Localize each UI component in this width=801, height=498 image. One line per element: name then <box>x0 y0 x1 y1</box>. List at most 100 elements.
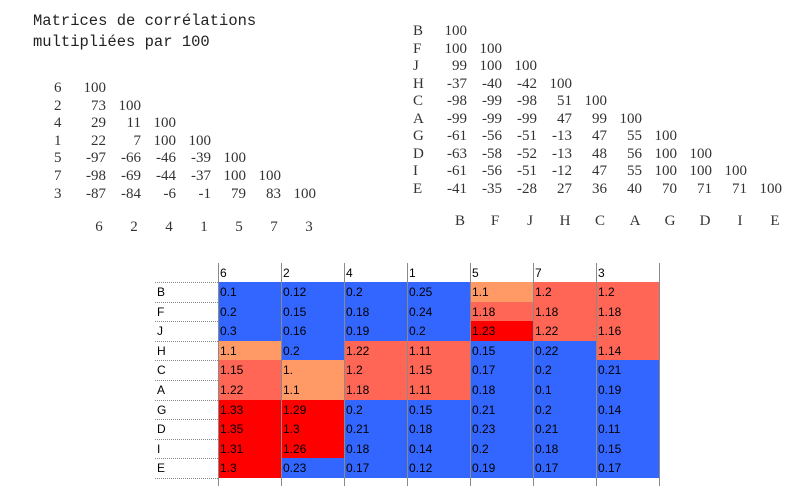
grid-cell[interactable]: 1.15 <box>407 360 470 380</box>
grid-column-header[interactable]: 4 <box>346 266 353 280</box>
grid-cell[interactable]: 1.2 <box>533 282 596 302</box>
matrix-row-label: 3 <box>54 185 62 202</box>
grid-cell[interactable]: 0.19 <box>596 380 659 400</box>
grid-column-header[interactable]: 7 <box>535 266 542 280</box>
grid-cell[interactable]: 0.12 <box>407 458 470 478</box>
grid-cell[interactable]: 0.2 <box>470 438 533 459</box>
grid-cell[interactable]: 1.22 <box>218 380 281 400</box>
grid-cell[interactable]: 0.15 <box>407 399 470 420</box>
matrix-cell: -13 <box>552 128 572 144</box>
grid-cell[interactable]: 0.19 <box>470 458 533 478</box>
grid-cell[interactable]: 0.18 <box>344 301 407 322</box>
grid-cell[interactable]: 0.11 <box>596 419 659 439</box>
grid-cell[interactable]: 0.18 <box>344 438 407 459</box>
matrix-cell: -6 <box>163 185 177 202</box>
grid-cell[interactable]: 0.18 <box>470 380 533 400</box>
row-separator <box>155 419 218 421</box>
grid-cell[interactable]: 1.22 <box>344 340 407 361</box>
matrix-cell: -37 <box>447 75 467 92</box>
grid-cell[interactable]: 0.24 <box>407 301 470 322</box>
matrix-cell: -51 <box>517 128 537 144</box>
grid-cell[interactable]: 1.15 <box>218 360 281 380</box>
matrix-row-label: H <box>413 75 424 92</box>
matrix-cell: 100 <box>724 163 748 179</box>
grid-cell[interactable]: 0.2 <box>533 360 596 380</box>
grid-cell[interactable]: 0.15 <box>470 340 533 361</box>
grid-cell[interactable]: 0.14 <box>407 438 470 459</box>
grid-cell[interactable]: 0.21 <box>596 360 659 380</box>
grid-cell[interactable]: 0.2 <box>533 399 596 420</box>
grid-cell[interactable]: 0.12 <box>281 282 344 302</box>
grid-cell[interactable]: 0.23 <box>470 419 533 439</box>
grid-cell[interactable]: 0.1 <box>533 380 596 400</box>
grid-cell[interactable]: 0.1 <box>218 282 281 302</box>
row-separator <box>155 321 218 323</box>
matrix-col-label: C <box>594 213 605 229</box>
grid-column-line <box>533 263 534 486</box>
grid-cell[interactable]: 0.2 <box>218 301 281 322</box>
grid-cell[interactable]: 1.22 <box>533 321 596 341</box>
matrix-cell: -41 <box>447 180 467 197</box>
grid-cell[interactable]: 1.26 <box>281 438 344 459</box>
grid-cell[interactable]: 1.18 <box>533 301 596 322</box>
grid-cell[interactable]: 1.1 <box>470 282 533 302</box>
matrix-cell: -99 <box>517 110 537 127</box>
matrix-col-label: 4 <box>165 219 173 235</box>
grid-row-label: J <box>157 324 163 339</box>
grid-column-header[interactable]: 3 <box>598 266 605 280</box>
grid-cell[interactable]: 1.3 <box>281 419 344 439</box>
grid-cell[interactable]: 1.31 <box>218 438 281 459</box>
grid-cell[interactable]: 1.35 <box>218 419 281 439</box>
grid-column-header[interactable]: 1 <box>409 266 416 280</box>
grid-cell[interactable]: 1.1 <box>218 340 281 361</box>
grid-cell[interactable]: 0.16 <box>281 321 344 341</box>
matrix-col-label: D <box>699 213 711 229</box>
matrix-cell: -51 <box>517 163 537 179</box>
grid-cell[interactable]: 0.17 <box>344 458 407 478</box>
grid-cell[interactable]: 1.11 <box>407 380 470 400</box>
grid-cell[interactable]: 0.18 <box>533 438 596 459</box>
grid-cell[interactable]: 1.1 <box>281 380 344 400</box>
grid-cell[interactable]: 1.11 <box>407 340 470 361</box>
grid-cell[interactable]: 1.16 <box>596 321 659 341</box>
grid-cell[interactable]: 0.18 <box>407 419 470 439</box>
matrix-cell: 100 <box>654 128 678 144</box>
grid-cell[interactable]: 0.25 <box>407 282 470 302</box>
grid-cell[interactable]: 0.22 <box>533 340 596 361</box>
grid-cell[interactable]: 0.19 <box>344 321 407 341</box>
grid-column-header[interactable]: 5 <box>472 266 479 280</box>
grid-cell[interactable]: 0.14 <box>596 399 659 420</box>
grid-cell[interactable]: 0.17 <box>596 458 659 478</box>
grid-cell[interactable]: 1.2 <box>596 282 659 302</box>
grid-cell[interactable]: 0.21 <box>533 419 596 439</box>
grid-column-header[interactable]: 2 <box>283 266 290 280</box>
grid-cell[interactable]: 1.3 <box>218 458 281 478</box>
grid-cell[interactable]: 1.29 <box>281 399 344 420</box>
grid-cell[interactable]: 0.21 <box>470 399 533 420</box>
grid-cell[interactable]: 1.23 <box>470 321 533 341</box>
grid-cell[interactable]: 1.33 <box>218 399 281 420</box>
grid-cell[interactable]: 0.2 <box>344 282 407 302</box>
grid-cell[interactable]: 0.15 <box>596 438 659 459</box>
grid-column-header[interactable]: 6 <box>220 266 227 280</box>
matrix-cell: 100 <box>444 23 468 39</box>
grid-column-line <box>218 263 219 486</box>
grid-cell[interactable]: 0.21 <box>344 419 407 439</box>
grid-cell[interactable]: 0.3 <box>218 321 281 341</box>
grid-cell[interactable]: 1.14 <box>596 340 659 361</box>
grid-cell[interactable]: 1.18 <box>596 301 659 322</box>
grid-cell[interactable]: 1.18 <box>470 301 533 322</box>
matrix-col-label: 3 <box>305 219 313 235</box>
grid-cell[interactable]: 0.17 <box>470 360 533 380</box>
grid-cell[interactable]: 0.23 <box>281 458 344 478</box>
grid-cell[interactable]: 0.17 <box>533 458 596 478</box>
grid-cell[interactable]: 0.15 <box>281 301 344 322</box>
grid-row-label: D <box>157 422 166 437</box>
grid-cell[interactable]: 1.18 <box>344 380 407 400</box>
grid-cell[interactable]: 1.2 <box>344 360 407 380</box>
grid-cell[interactable]: 0.2 <box>344 399 407 420</box>
grid-cell[interactable]: 0.2 <box>281 340 344 361</box>
grid-cell[interactable]: 0.2 <box>407 321 470 341</box>
grid-cell[interactable]: 1. <box>281 360 344 380</box>
matrix-cell: -84 <box>121 185 141 202</box>
